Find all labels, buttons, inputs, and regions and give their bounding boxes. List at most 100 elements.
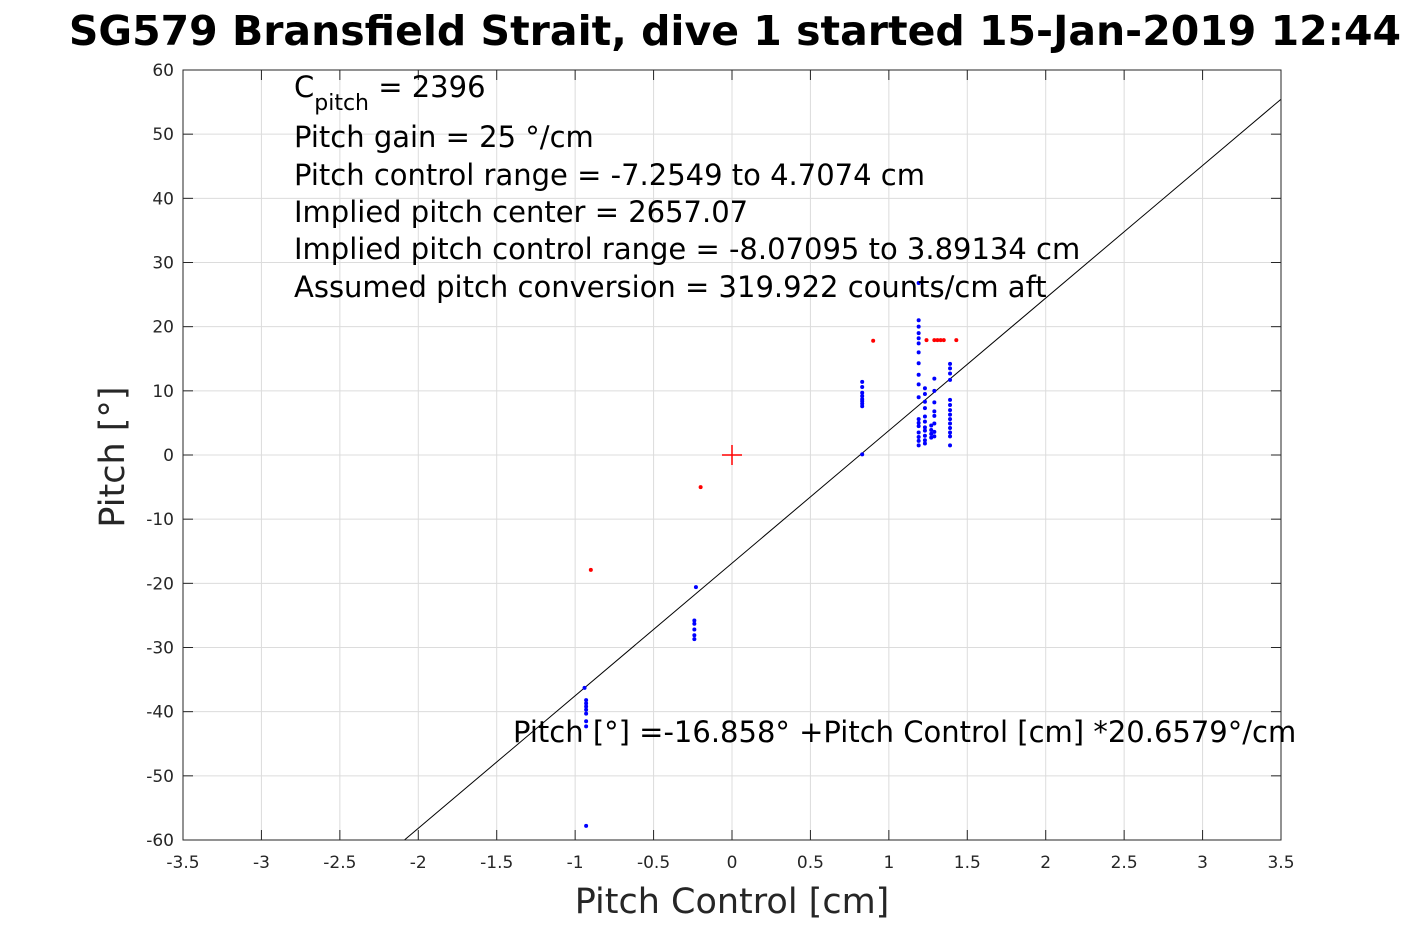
blue-point — [948, 417, 953, 422]
blue-point — [922, 399, 927, 404]
annotation-pitch-gain: Pitch gain = 25 °/cm — [294, 120, 594, 154]
y-tick-label: -10 — [146, 510, 174, 530]
red-series — [588, 338, 959, 572]
annotation-pitch-control-range: Pitch control range = -7.2549 to 4.7074 … — [294, 158, 925, 192]
x-tick-label: 1.5 — [954, 853, 981, 873]
blue-point — [922, 428, 927, 433]
blue-point — [584, 701, 589, 706]
blue-point — [916, 361, 921, 366]
blue-point — [948, 361, 953, 366]
blue-point — [916, 438, 921, 443]
grid — [183, 70, 1281, 840]
blue-point — [922, 425, 927, 430]
y-tick-label: 40 — [152, 189, 174, 209]
blue-point — [932, 413, 937, 418]
blue-point — [692, 633, 697, 638]
blue-point — [922, 392, 927, 397]
blue-point — [916, 382, 921, 387]
c-pitch-value: = 2396 — [369, 70, 486, 104]
blue-point — [948, 402, 953, 407]
blue-point — [932, 400, 937, 405]
blue-point — [584, 711, 589, 716]
blue-point — [929, 431, 934, 436]
red-point — [698, 485, 703, 490]
annotation-assumed-pitch-conversion: Assumed pitch conversion = 319.922 count… — [294, 270, 1047, 304]
red-point — [932, 338, 937, 343]
blue-point — [922, 386, 927, 391]
x-tick-label: -2.5 — [323, 853, 356, 873]
center-marker-group — [722, 445, 742, 465]
blue-point — [916, 331, 921, 336]
blue-point — [584, 698, 589, 703]
blue-point — [948, 377, 953, 382]
x-tick-label: 1 — [883, 853, 894, 873]
x-tick-labels: -3.5 -3 -2.5 -2 -1.5 -1 -0.5 0 0.5 1 1.5 2 2.5 3 3.5 — [166, 853, 1294, 873]
x-tick-label: -3.5 — [166, 853, 199, 873]
y-tick-label: -60 — [146, 831, 174, 851]
blue-point — [948, 366, 953, 371]
red-point — [941, 338, 946, 343]
blue-point — [948, 443, 953, 448]
x-tick-label: 0.5 — [797, 853, 824, 873]
x-tick-label: -2 — [410, 853, 427, 873]
blue-point — [932, 429, 937, 434]
blue-point — [916, 372, 921, 377]
annotation-block: Cpitch = 2396 Pitch gain = 25 °/cm Pitch… — [294, 70, 1080, 304]
blue-point — [584, 707, 589, 712]
blue-point — [929, 423, 934, 428]
blue-point — [860, 393, 865, 398]
blue-point — [932, 376, 937, 381]
blue-point — [916, 341, 921, 346]
blue-point — [584, 724, 589, 729]
y-tick-label: 60 — [152, 61, 174, 81]
blue-point — [693, 585, 698, 590]
c-pitch-symbol: C — [294, 70, 314, 104]
blue-point — [922, 414, 927, 419]
blue-point — [916, 350, 921, 355]
scatter-points — [582, 281, 959, 828]
y-tick-label: 30 — [152, 254, 174, 274]
annotation-implied-pitch-control-range: Implied pitch control range = -8.07095 t… — [294, 232, 1080, 266]
blue-point — [916, 443, 921, 448]
fit-line — [404, 98, 1282, 841]
blue-point — [932, 434, 937, 439]
red-point — [871, 338, 876, 343]
blue-point — [948, 408, 953, 413]
x-tick-label: -3 — [253, 853, 270, 873]
y-tick-label: -30 — [146, 639, 174, 659]
blue-point — [916, 281, 921, 286]
blue-point — [916, 420, 921, 425]
blue-point — [860, 379, 865, 384]
blue-point — [692, 637, 697, 642]
y-tick-label: -20 — [146, 574, 174, 594]
blue-point — [948, 430, 953, 435]
x-tick-label: -1.5 — [480, 853, 513, 873]
y-tick-label: 0 — [163, 446, 174, 466]
blue-point — [584, 823, 589, 828]
c-pitch-subscript: pitch — [314, 91, 369, 116]
blue-point — [692, 621, 697, 626]
blue-point — [916, 424, 921, 429]
y-axis-label: Pitch [°] — [93, 386, 133, 527]
red-point — [938, 338, 943, 343]
blue-series — [582, 281, 953, 828]
blue-point — [916, 324, 921, 329]
blue-point — [860, 384, 865, 389]
blue-point — [948, 426, 953, 431]
blue-point — [692, 618, 697, 623]
blue-point — [932, 421, 937, 426]
red-point — [954, 338, 959, 343]
blue-point — [584, 704, 589, 709]
fit-line-group — [404, 98, 1282, 841]
x-tick-label: 3 — [1197, 853, 1208, 873]
blue-point — [948, 371, 953, 376]
blue-point — [932, 388, 937, 393]
blue-point — [916, 395, 921, 400]
blue-point — [916, 336, 921, 341]
red-point — [924, 338, 929, 343]
blue-point — [948, 421, 953, 426]
blue-point — [916, 430, 921, 435]
blue-point — [860, 397, 865, 402]
y-tick-label: 50 — [152, 125, 174, 145]
